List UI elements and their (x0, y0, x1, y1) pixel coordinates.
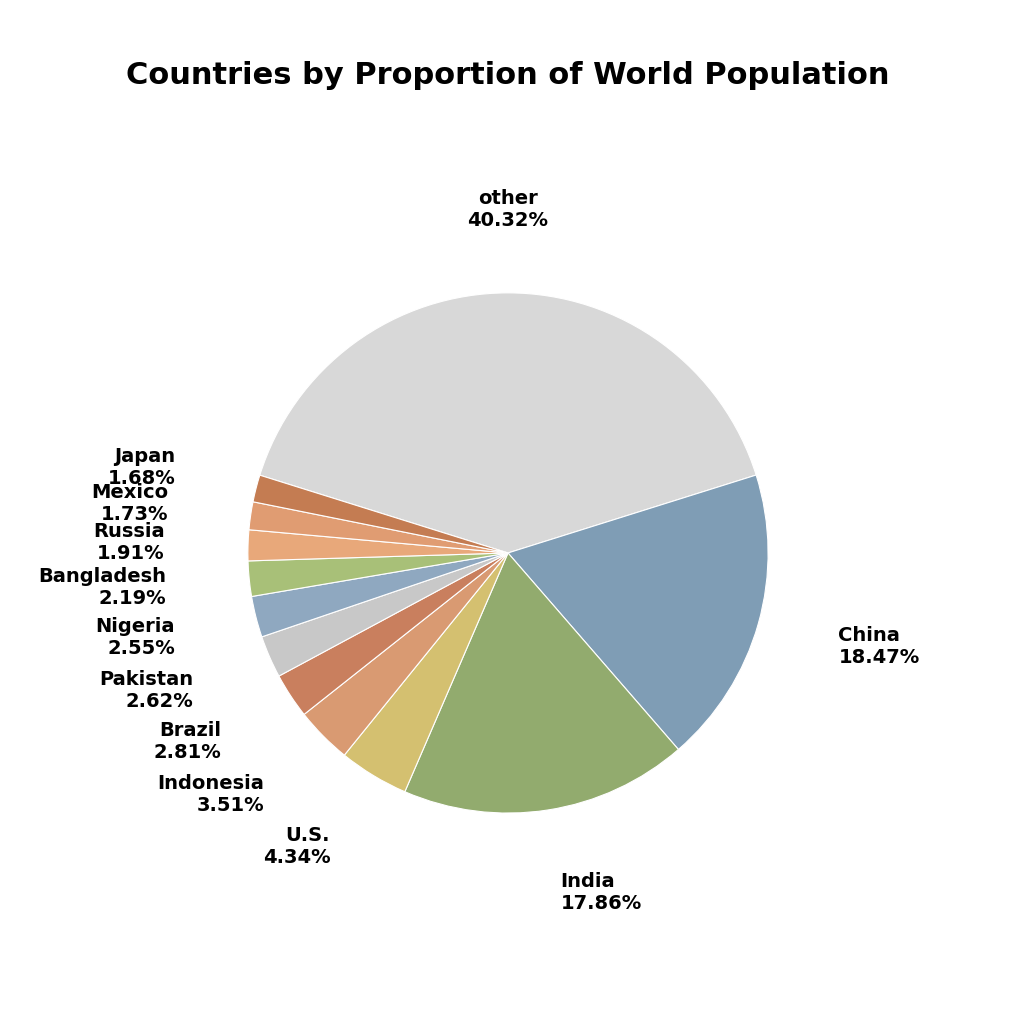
Wedge shape (344, 553, 508, 792)
Text: other
40.32%: other 40.32% (467, 189, 549, 230)
Text: India
17.86%: India 17.86% (561, 871, 642, 912)
Wedge shape (253, 475, 508, 553)
Wedge shape (262, 553, 508, 676)
Text: Bangladesh
2.19%: Bangladesh 2.19% (39, 566, 167, 607)
Text: Russia
1.91%: Russia 1.91% (93, 522, 165, 563)
Wedge shape (278, 553, 508, 715)
Wedge shape (252, 553, 508, 637)
Wedge shape (304, 553, 508, 755)
Text: U.S.
4.34%: U.S. 4.34% (262, 826, 330, 867)
Wedge shape (249, 502, 508, 553)
Text: Japan
1.68%: Japan 1.68% (108, 447, 176, 488)
Text: Nigeria
2.55%: Nigeria 2.55% (96, 616, 175, 657)
Wedge shape (248, 529, 508, 561)
Text: Pakistan
2.62%: Pakistan 2.62% (100, 670, 193, 711)
Wedge shape (404, 553, 679, 813)
Wedge shape (508, 475, 768, 750)
Text: Brazil
2.81%: Brazil 2.81% (153, 721, 221, 762)
Wedge shape (248, 553, 508, 597)
Text: Indonesia
3.51%: Indonesia 3.51% (157, 774, 264, 815)
Text: China
18.47%: China 18.47% (838, 626, 919, 667)
Wedge shape (260, 293, 756, 553)
Text: Countries by Proportion of World Population: Countries by Proportion of World Populat… (126, 61, 890, 90)
Text: Mexico
1.73%: Mexico 1.73% (91, 483, 169, 524)
